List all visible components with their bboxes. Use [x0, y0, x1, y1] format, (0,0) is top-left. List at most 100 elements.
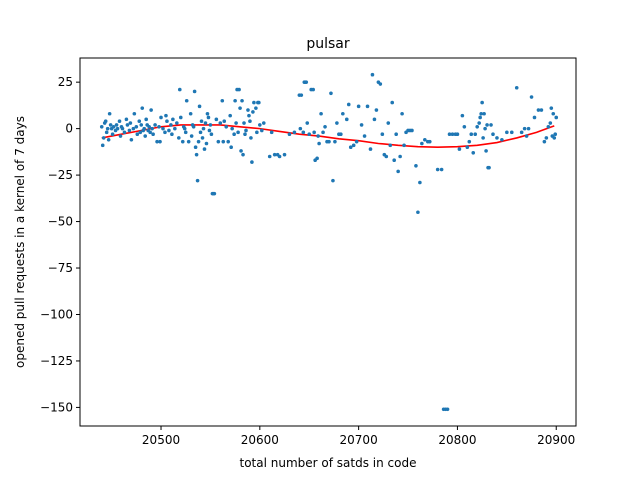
data-point	[107, 111, 112, 116]
data-point	[228, 113, 232, 118]
data-point	[462, 124, 467, 129]
data-point	[108, 123, 113, 127]
data-point	[435, 167, 440, 172]
data-point	[234, 121, 238, 125]
data-point	[319, 111, 323, 116]
y-tick-label: −125	[40, 354, 73, 368]
data-point	[374, 108, 379, 112]
data-point	[258, 123, 262, 127]
data-point	[120, 126, 125, 131]
data-point	[170, 132, 174, 136]
data-point	[203, 121, 208, 125]
data-point	[242, 121, 246, 125]
data-point	[354, 139, 359, 144]
data-point	[178, 115, 183, 120]
data-point	[316, 134, 320, 138]
data-point	[111, 124, 116, 129]
data-point	[482, 111, 486, 116]
data-point	[529, 95, 534, 99]
data-point	[214, 117, 219, 122]
data-point	[478, 115, 482, 120]
x-tick-label: 20800	[438, 433, 476, 447]
data-point	[240, 98, 244, 103]
data-point	[312, 130, 316, 135]
data-point	[420, 141, 424, 146]
points-layer	[99, 72, 559, 412]
data-point	[173, 126, 177, 131]
data-point	[189, 134, 194, 138]
data-point	[423, 137, 427, 142]
y-tick-label: −100	[40, 307, 73, 321]
fit-curve	[101, 124, 555, 149]
data-point	[400, 111, 404, 116]
data-point	[372, 117, 377, 122]
data-point	[193, 145, 198, 150]
data-point	[483, 126, 487, 131]
data-point	[378, 82, 383, 86]
data-point	[159, 115, 163, 120]
data-point	[221, 139, 226, 144]
data-point	[232, 132, 236, 136]
data-point	[362, 134, 367, 138]
data-point	[110, 132, 115, 136]
x-tick-label: 20900	[537, 433, 575, 447]
data-point	[192, 89, 197, 94]
data-point	[348, 145, 353, 150]
data-point	[191, 124, 196, 129]
data-point	[101, 136, 106, 140]
data-point	[226, 139, 231, 144]
data-point	[201, 126, 206, 131]
data-point	[460, 113, 465, 118]
data-point	[317, 141, 321, 146]
data-point	[331, 178, 335, 183]
data-point	[455, 132, 460, 136]
data-point	[195, 178, 200, 183]
data-point	[250, 160, 254, 164]
data-point	[257, 100, 261, 105]
data-point	[402, 143, 406, 148]
y-tick-label: −25	[48, 168, 73, 182]
data-point	[445, 407, 450, 412]
data-point	[418, 180, 422, 185]
data-point	[143, 134, 148, 138]
data-point	[475, 124, 480, 129]
data-point	[138, 130, 143, 135]
data-point	[129, 137, 134, 142]
data-point	[105, 126, 110, 131]
y-tick-label: 0	[65, 122, 73, 136]
data-point	[368, 147, 373, 151]
data-point	[526, 126, 531, 131]
data-point	[477, 121, 481, 125]
data-point	[233, 98, 237, 103]
data-point	[439, 167, 444, 172]
data-point	[471, 150, 476, 155]
data-point	[244, 128, 248, 133]
data-point	[104, 130, 109, 135]
data-point	[410, 128, 414, 133]
data-point	[341, 111, 345, 116]
data-point	[473, 132, 478, 136]
data-point	[484, 149, 488, 153]
chart-title: pulsar	[306, 36, 350, 52]
data-point	[548, 121, 553, 125]
data-point	[416, 210, 420, 215]
data-point	[171, 117, 175, 122]
data-point	[206, 115, 211, 120]
data-point	[287, 132, 292, 136]
data-point	[307, 132, 312, 136]
data-point	[467, 139, 472, 144]
data-point	[394, 132, 398, 136]
data-point	[427, 139, 432, 144]
data-point	[450, 132, 455, 136]
data-point	[384, 154, 389, 159]
data-point	[491, 132, 495, 136]
data-point	[551, 111, 556, 116]
data-point	[196, 139, 201, 144]
data-point	[148, 130, 152, 135]
x-axis-ticks: 20500 20600 20700 20800 20900	[142, 426, 575, 447]
plot-area	[79, 57, 577, 427]
data-point	[346, 102, 351, 107]
data-point	[321, 130, 325, 135]
data-point	[216, 139, 221, 144]
